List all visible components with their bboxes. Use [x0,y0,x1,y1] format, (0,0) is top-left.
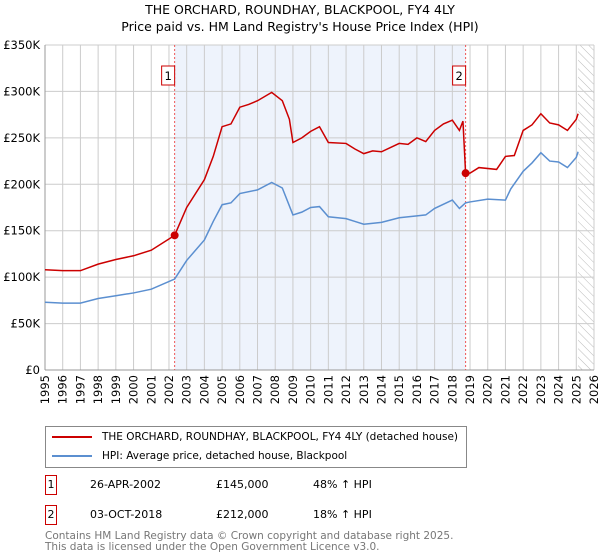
sale-label: 2 [455,69,462,83]
sale-label: 1 [164,69,171,83]
marker-badge: 2 [45,505,57,525]
sale-point [170,231,179,240]
y-tick-label: £50K [11,317,41,331]
sale-label-box [452,65,467,86]
x-tick-label: 2020 [481,375,495,404]
x-tick-label: 2005 [215,375,229,404]
x-tick-label: 1997 [73,375,87,404]
footer: Contains HM Land Registry data © Crown c… [45,531,453,553]
y-tick-label: £300K [3,84,40,98]
x-tick-label: 2014 [374,375,388,404]
y-tick-label: £0 [25,363,40,377]
x-tick-label: 2001 [144,375,158,404]
chart-subtitle: Price paid vs. HM Land Registry's House … [121,19,479,34]
x-tick-label: 2016 [410,375,424,404]
legend-label: THE ORCHARD, ROUNDHAY, BLACKPOOL, FY4 4L… [102,431,459,443]
x-tick-label: 2025 [569,375,583,404]
x-tick-label: 2024 [552,375,566,404]
x-tick-label: 1999 [109,375,123,404]
transaction-hpi: 48% ↑ HPI [313,478,372,491]
series-line [44,151,579,304]
x-tick-label: 2026 [587,375,600,404]
x-tick-label: 2015 [392,375,406,404]
transaction-price: £145,000 [216,478,269,491]
x-tick-label: 2010 [304,375,318,404]
x-tick-label: 2000 [127,375,141,404]
x-tick-label: 2011 [321,375,335,404]
x-tick-label: 2004 [197,375,211,404]
x-tick-label: 2018 [445,375,459,404]
y-tick-label: £150K [3,224,40,238]
x-tick-label: 2003 [180,375,194,404]
legend-swatch-blue [52,455,92,457]
chart-title: THE ORCHARD, ROUNDHAY, BLACKPOOL, FY4 4L… [145,2,455,17]
forecast-hatch [578,45,594,370]
legend-label: HPI: Average price, detached house, Blac… [102,450,348,462]
y-tick-label: £100K [3,270,40,284]
transaction-date: 03-OCT-2018 [90,508,163,521]
legend: THE ORCHARD, ROUNDHAY, BLACKPOOL, FY4 4L… [45,426,467,468]
y-tick-label: £350K [3,38,40,52]
sale-label-box [161,65,176,86]
transaction-price: £212,000 [216,508,269,521]
x-tick-label: 2007 [251,375,265,404]
y-tick-label: £250K [3,131,40,145]
x-tick-label: 2012 [339,375,353,404]
x-tick-label: 2006 [233,375,247,404]
transaction-date: 26-APR-2002 [90,478,162,491]
legend-item-hpi: HPI: Average price, detached house, Blac… [52,450,347,462]
sale-point [461,169,470,178]
x-tick-label: 2008 [268,375,282,404]
legend-swatch-red [52,436,92,438]
x-tick-label: 2021 [498,375,512,404]
legend-item-property: THE ORCHARD, ROUNDHAY, BLACKPOOL, FY4 4L… [52,431,458,443]
x-tick-label: 1995 [38,375,52,404]
x-tick-label: 1996 [56,375,70,404]
y-tick-label: £200K [3,177,40,191]
x-tick-label: 2013 [357,375,371,404]
x-tick-label: 2009 [286,375,300,404]
x-tick-label: 2023 [534,375,548,404]
footer-line: Contains HM Land Registry data © Crown c… [45,530,454,542]
price-chart: 1995 1996 1997 1998 1999 2000 2001 2002 2003 2004… [3,38,600,404]
transaction-hpi: 18% ↑ HPI [313,508,372,521]
footer-line: This data is licensed under the Open Gov… [45,541,380,553]
x-tick-label: 2002 [162,375,176,404]
x-tick-label: 2022 [516,375,530,404]
x-tick-label: 1998 [91,375,105,404]
marker-badge: 1 [45,475,57,495]
x-tick-label: 2019 [463,375,477,404]
series-line [44,91,579,272]
x-tick-label: 2017 [428,375,442,404]
